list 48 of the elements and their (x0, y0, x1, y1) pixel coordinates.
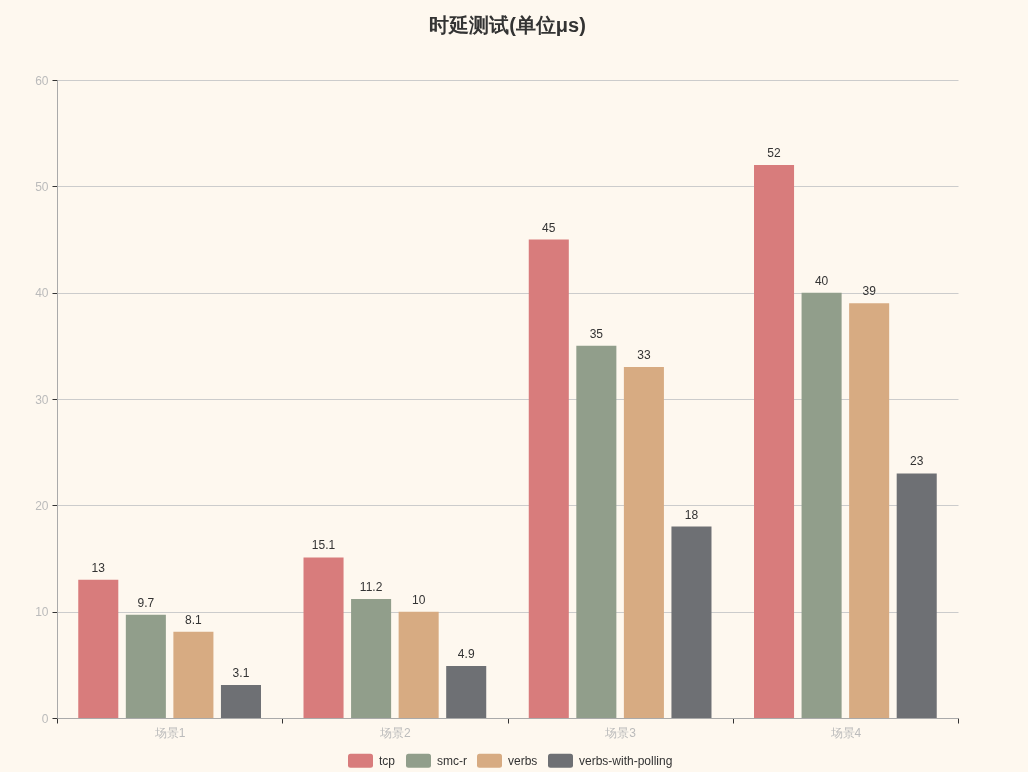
x-tick-label: 场景1 (153, 725, 186, 740)
data-label: 9.7 (137, 595, 155, 610)
bar (576, 345, 617, 718)
bar (801, 292, 842, 718)
data-label: 40 (814, 273, 829, 288)
data-label: 3.1 (232, 666, 250, 681)
data-label: 23 (910, 454, 924, 469)
bar (623, 367, 664, 718)
legend-label: verbs-with-polling (579, 753, 673, 768)
bar (528, 239, 569, 718)
bar (896, 473, 937, 718)
data-label: 11.2 (359, 579, 383, 594)
bar (173, 631, 214, 718)
bar (446, 665, 487, 718)
y-tick-label: 40 (35, 286, 49, 301)
data-label: 39 (862, 284, 877, 299)
data-label: 35 (589, 326, 604, 341)
bar (125, 614, 166, 718)
data-label: 18 (684, 507, 699, 522)
legend-label: verbs (508, 753, 538, 768)
x-tick-label: 场景4 (829, 725, 862, 740)
data-label: 13 (91, 560, 106, 575)
y-tick-label: 0 (41, 711, 49, 726)
data-label: 10 (411, 592, 426, 607)
data-label: 15.1 (311, 538, 336, 553)
y-tick-label: 10 (35, 605, 49, 620)
bar (351, 598, 392, 718)
bar (671, 526, 712, 718)
x-tick-label: 场景3 (604, 725, 637, 740)
data-label: 52 (767, 146, 782, 161)
data-label: 8.1 (185, 612, 203, 627)
x-tick-label: 场景2 (379, 725, 412, 740)
bar (849, 303, 890, 718)
bar (754, 165, 795, 718)
bar (398, 611, 439, 718)
y-tick-label: 60 (35, 73, 49, 88)
data-label: 33 (637, 348, 651, 363)
legend-label: smc-r (437, 753, 467, 768)
y-tick-label: 50 (35, 179, 49, 194)
bar (303, 557, 344, 718)
data-label: 45 (542, 220, 556, 235)
bar (78, 579, 119, 718)
y-tick-label: 30 (35, 392, 49, 407)
bar (220, 685, 261, 718)
y-tick-label: 20 (35, 498, 49, 513)
data-label: 4.9 (457, 646, 475, 661)
chart-title: 时延测试(单位μs) (429, 14, 586, 36)
legend-label: tcp (379, 753, 396, 768)
